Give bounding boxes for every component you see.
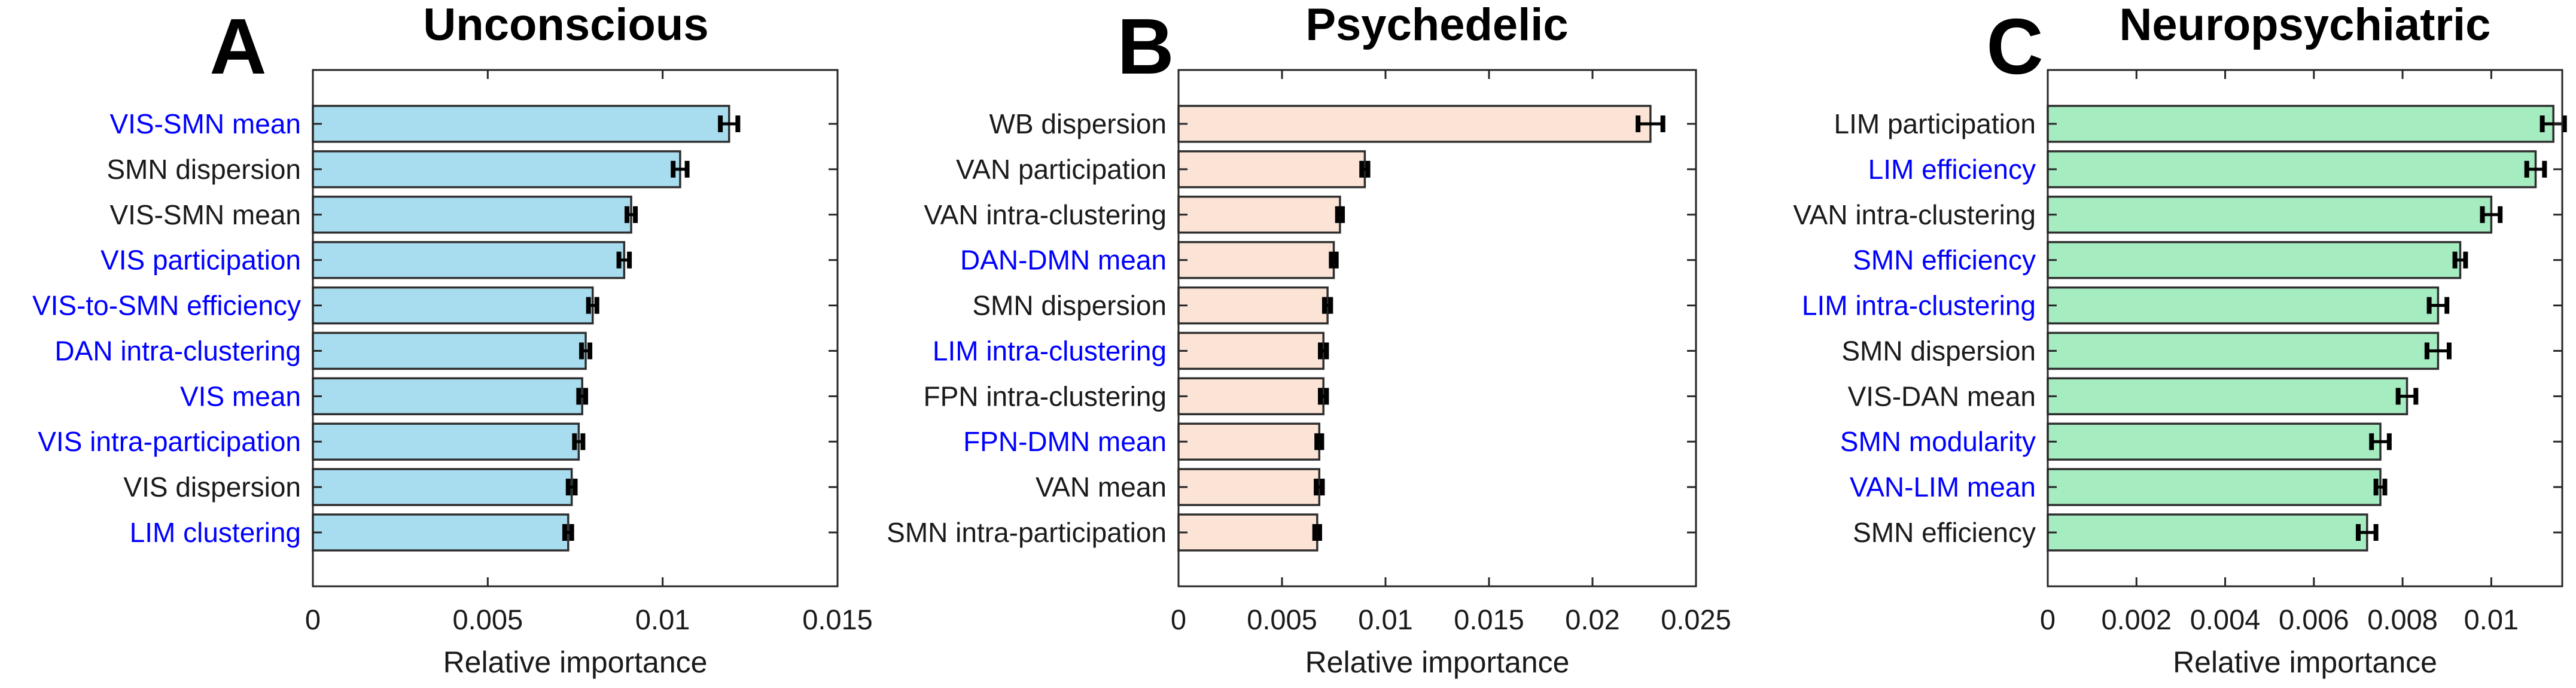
y-category-label: DAN intra-clustering [54, 335, 301, 366]
bar [1177, 468, 1321, 506]
y-category-label: SMN efficiency [1853, 517, 2036, 548]
bar [1177, 286, 1329, 325]
panel-title-unconscious: Unconscious [423, 0, 709, 50]
x-tick-label: 0.008 [2367, 604, 2438, 635]
y-category-label: FPN intra-clustering [924, 380, 1167, 412]
x-tick-label: 0 [2040, 604, 2056, 635]
x-tick-label: 0 [305, 604, 321, 635]
bar [2047, 241, 2462, 279]
y-category-label: SMN efficiency [1853, 245, 2036, 276]
x-tick-label: 0.01 [1358, 604, 1412, 635]
y-category-label: VIS mean [180, 380, 301, 412]
bar [312, 513, 570, 552]
x-tick-label: 0.005 [453, 604, 523, 635]
bar [1177, 105, 1652, 143]
y-category-label: VAN intra-clustering [924, 199, 1167, 230]
y-category-label: VIS-SMN mean [109, 108, 301, 139]
y-category-label: LIM intra-clustering [933, 335, 1167, 366]
bar [2047, 422, 2382, 461]
y-category-label: WB dispersion [989, 108, 1167, 139]
panel-title-psychedelic: Psychedelic [1305, 0, 1569, 50]
y-category-label: VIS-SMN mean [109, 199, 301, 230]
x-tick-label: 0.015 [1454, 604, 1524, 635]
bar [312, 286, 594, 325]
bar [1177, 150, 1366, 188]
x-tick-label: 0 [1171, 604, 1186, 635]
bar [1177, 331, 1324, 370]
y-category-label: VAN participation [956, 154, 1167, 185]
bar [1177, 241, 1335, 279]
y-category-label: VIS-to-SMN efficiency [32, 290, 301, 321]
x-tick-label: 0.004 [2190, 604, 2261, 635]
panel-letter-a: A [209, 2, 267, 90]
panel-letter-b: B [1117, 2, 1174, 90]
y-category-label: VIS dispersion [123, 471, 301, 503]
bar [1177, 377, 1324, 416]
bar [312, 196, 632, 234]
x-tick-label: 0.015 [802, 604, 873, 635]
y-category-label: LIM participation [1834, 108, 2036, 139]
axis-box [312, 69, 839, 587]
bar [312, 377, 583, 416]
y-category-label: SMN dispersion [106, 154, 301, 185]
x-tick-label: 0.01 [2464, 604, 2519, 635]
panel-letter-c: C [1986, 2, 2044, 90]
bar [1177, 422, 1321, 461]
x-tick-label: 0.006 [2279, 604, 2349, 635]
axis-box [1177, 69, 1697, 587]
panel-title-neuropsychiatric: Neuropsychiatric [2119, 0, 2491, 50]
bar [312, 105, 730, 143]
y-category-label: DAN-DMN mean [960, 245, 1167, 276]
y-category-label: VIS participation [101, 245, 301, 276]
y-category-label: LIM clustering [130, 517, 301, 548]
bar [2047, 105, 2554, 143]
bar [2047, 331, 2440, 370]
bar [2047, 377, 2408, 416]
bar [2047, 286, 2440, 325]
bar [1177, 196, 1341, 234]
y-category-label: LIM efficiency [1868, 154, 2036, 185]
bar [312, 422, 580, 461]
y-category-label: VAN mean [1036, 471, 1167, 503]
bar [1177, 513, 1319, 552]
y-category-label: SMN dispersion [1841, 335, 2036, 366]
axis-box [2047, 69, 2563, 587]
bar [2047, 513, 2368, 552]
y-category-label: VIS-DAN mean [1848, 380, 2036, 412]
x-tick-label: 0.005 [1247, 604, 1317, 635]
y-category-label: VAN intra-clustering [1793, 199, 2036, 230]
x-axis-label: Relative importance [2173, 646, 2437, 679]
y-category-label: LIM intra-clustering [1802, 290, 2036, 321]
y-category-label: SMN intra-participation [887, 517, 1167, 548]
bar [2047, 468, 2382, 506]
bar [312, 241, 626, 279]
bar [312, 468, 573, 506]
x-tick-label: 0.01 [635, 604, 690, 635]
x-axis-label: Relative importance [443, 646, 708, 679]
bar [2047, 196, 2493, 234]
y-category-label: SMN modularity [1840, 426, 2036, 457]
bar [312, 150, 681, 188]
x-axis-label: Relative importance [1305, 646, 1570, 679]
bar [312, 331, 587, 370]
x-tick-label: 0.025 [1661, 604, 1731, 635]
bar [2047, 150, 2537, 188]
y-category-label: SMN dispersion [972, 290, 1167, 321]
x-tick-label: 0.02 [1565, 604, 1619, 635]
y-category-label: VAN-LIM mean [1850, 471, 2036, 503]
y-category-label: VIS intra-participation [38, 426, 301, 457]
x-tick-label: 0.002 [2101, 604, 2172, 635]
y-category-label: FPN-DMN mean [963, 426, 1167, 457]
